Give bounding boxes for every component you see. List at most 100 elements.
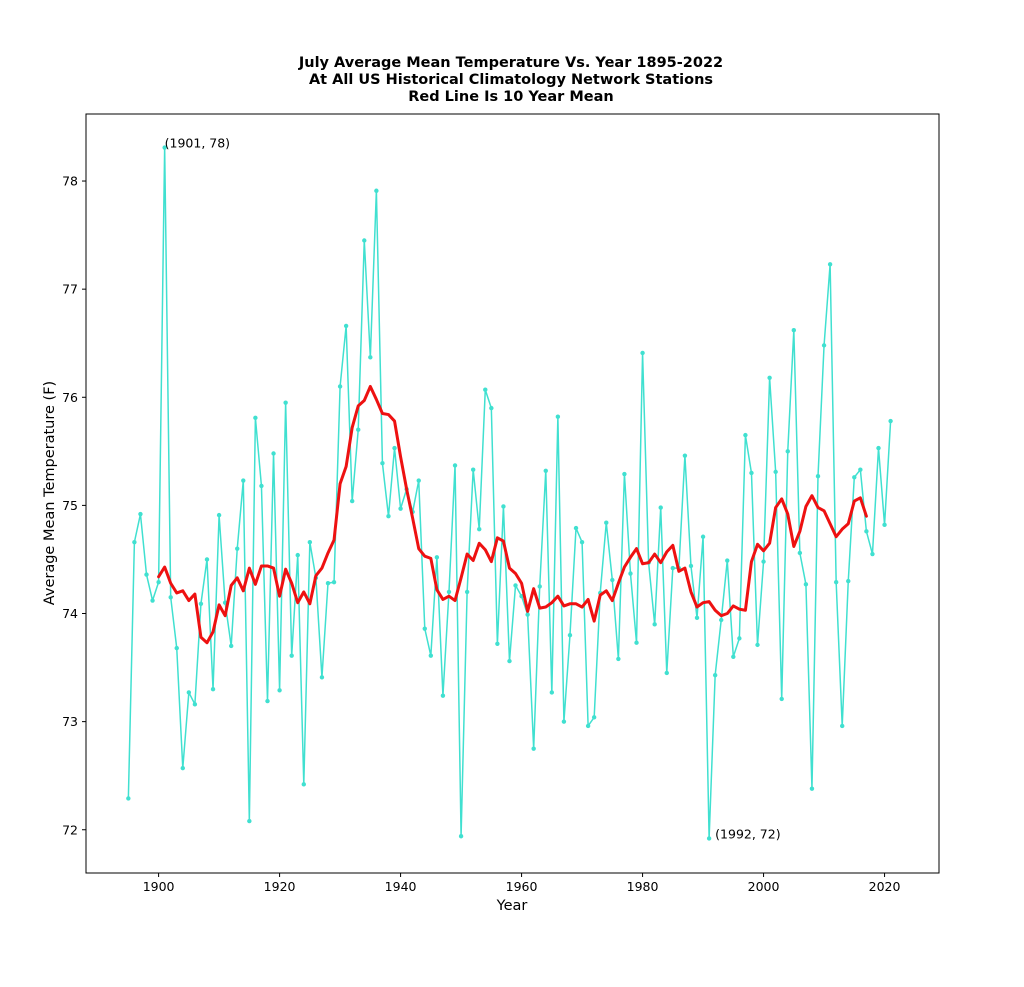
data-point bbox=[138, 511, 143, 517]
y-tick-label: 78 bbox=[62, 174, 78, 189]
data-point bbox=[525, 612, 530, 617]
data-point bbox=[228, 643, 234, 649]
data-point bbox=[331, 579, 337, 585]
data-point bbox=[356, 427, 361, 432]
data-point bbox=[495, 641, 500, 646]
data-point bbox=[247, 818, 252, 824]
data-point bbox=[150, 598, 155, 603]
data-point bbox=[464, 589, 470, 595]
data-point bbox=[670, 565, 676, 571]
data-point bbox=[846, 578, 851, 584]
plot-frame bbox=[85, 113, 940, 874]
data-point bbox=[483, 387, 488, 392]
x-tick-label: 1980 bbox=[627, 879, 659, 894]
data-point bbox=[682, 453, 688, 458]
data-point bbox=[307, 539, 313, 545]
data-point bbox=[398, 506, 403, 511]
data-point bbox=[882, 522, 887, 528]
y-axis-label: Average Mean Temperature (F) bbox=[42, 381, 58, 605]
data-point bbox=[458, 834, 464, 839]
data-point bbox=[162, 145, 167, 150]
data-point bbox=[531, 746, 536, 751]
data-point bbox=[585, 723, 591, 729]
data-point bbox=[567, 632, 573, 638]
data-point bbox=[362, 238, 367, 243]
data-point bbox=[259, 483, 264, 489]
y-tick-label: 76 bbox=[62, 390, 78, 405]
data-point bbox=[803, 582, 809, 587]
data-point bbox=[706, 836, 712, 841]
data-point bbox=[180, 765, 185, 771]
data-point bbox=[144, 572, 149, 577]
y-tick-label: 72 bbox=[62, 822, 78, 837]
data-point bbox=[743, 432, 748, 438]
data-point bbox=[489, 405, 494, 411]
data-point bbox=[634, 640, 639, 645]
data-point bbox=[767, 375, 772, 381]
data-point bbox=[604, 520, 609, 525]
data-point bbox=[876, 445, 881, 451]
data-point bbox=[870, 551, 875, 557]
data-point bbox=[513, 583, 518, 588]
data-point bbox=[888, 418, 893, 424]
chart-title: July Average Mean Temperature Vs. Year 1… bbox=[298, 55, 723, 105]
series-line-10-year-mean bbox=[157, 384, 868, 645]
data-point bbox=[204, 557, 210, 562]
data-point bbox=[664, 670, 669, 676]
data-point bbox=[277, 688, 282, 693]
y-tick-label: 75 bbox=[62, 498, 78, 513]
data-point bbox=[241, 478, 246, 483]
data-point bbox=[725, 558, 730, 563]
data-point bbox=[579, 539, 585, 545]
data-point bbox=[325, 581, 331, 586]
data-point bbox=[295, 552, 300, 558]
data-point bbox=[840, 723, 845, 729]
data-point bbox=[265, 698, 270, 704]
data-point bbox=[773, 469, 778, 475]
point-annotation: (1992, 72) bbox=[715, 826, 780, 841]
data-point bbox=[434, 555, 440, 560]
data-point bbox=[507, 658, 512, 664]
data-point bbox=[688, 563, 694, 569]
data-point bbox=[761, 559, 766, 564]
data-point bbox=[719, 617, 724, 623]
x-tick-label: 1940 bbox=[385, 879, 417, 894]
data-point bbox=[198, 601, 204, 606]
data-point bbox=[216, 512, 222, 518]
data-point bbox=[343, 323, 349, 329]
chart-title-line-3: Red Line Is 10 Year Mean bbox=[408, 89, 614, 105]
data-point bbox=[622, 471, 627, 477]
data-point bbox=[253, 415, 258, 421]
data-point bbox=[416, 478, 421, 483]
data-point bbox=[555, 414, 561, 419]
data-point bbox=[791, 328, 797, 333]
data-point bbox=[192, 702, 198, 707]
data-point bbox=[628, 571, 633, 576]
data-point bbox=[652, 622, 657, 627]
data-point bbox=[422, 626, 427, 631]
data-point bbox=[864, 529, 869, 534]
data-point bbox=[174, 645, 179, 651]
data-point bbox=[428, 653, 434, 658]
data-point bbox=[168, 595, 173, 600]
data-point bbox=[549, 690, 555, 695]
data-point bbox=[470, 467, 476, 472]
data-point bbox=[658, 505, 663, 510]
data-point bbox=[749, 470, 754, 476]
x-axis: 1900 1920 1940 1960 1980 2000 2020 bbox=[143, 873, 901, 894]
data-point bbox=[349, 498, 355, 504]
data-point bbox=[289, 653, 294, 658]
data-point bbox=[392, 445, 397, 451]
x-tick-label: 2000 bbox=[748, 879, 780, 894]
annotations: (1901, 78) (1992, 72) bbox=[165, 136, 781, 842]
data-point bbox=[616, 656, 621, 662]
data-point bbox=[452, 463, 458, 468]
data-point bbox=[374, 188, 379, 193]
x-tick-label: 1960 bbox=[506, 879, 538, 894]
plot-area bbox=[126, 145, 893, 841]
data-point bbox=[210, 687, 216, 692]
data-point bbox=[368, 355, 373, 360]
point-annotation: (1901, 78) bbox=[165, 136, 230, 151]
data-point bbox=[833, 579, 839, 585]
